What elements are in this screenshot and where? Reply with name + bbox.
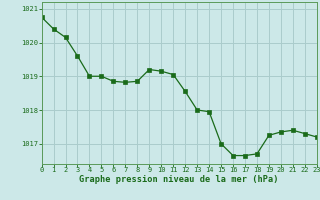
X-axis label: Graphe pression niveau de la mer (hPa): Graphe pression niveau de la mer (hPa)	[79, 175, 279, 184]
